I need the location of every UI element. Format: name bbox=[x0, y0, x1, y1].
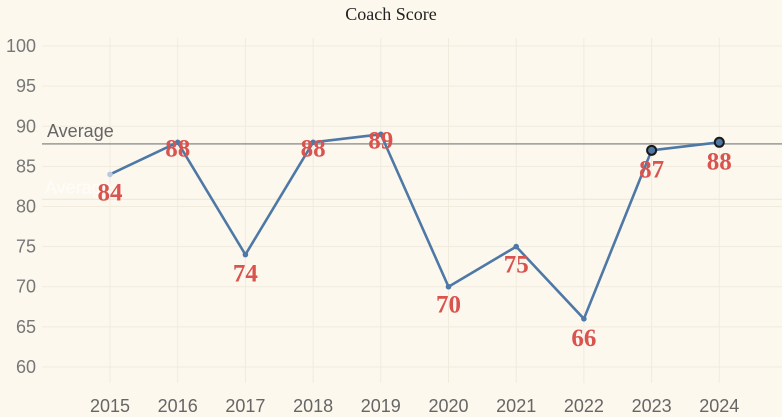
data-label: 89 bbox=[368, 127, 393, 154]
data-point bbox=[242, 251, 249, 258]
data-point bbox=[581, 316, 587, 322]
data-label: 75 bbox=[504, 252, 529, 279]
series-line bbox=[109, 132, 720, 321]
data-label: 84 bbox=[98, 179, 124, 206]
x-tick-label: 2016 bbox=[158, 396, 198, 416]
data-point-highlighted bbox=[646, 144, 658, 156]
data-label: 74 bbox=[233, 261, 259, 288]
x-tick-label: 2023 bbox=[632, 396, 672, 416]
x-tick-label: 2018 bbox=[293, 396, 333, 416]
y-tick-label: 65 bbox=[16, 317, 36, 337]
y-tick-label: 95 bbox=[16, 76, 36, 96]
data-point bbox=[445, 283, 452, 290]
y-tick-label: 85 bbox=[16, 156, 36, 176]
data-point-highlighted bbox=[713, 136, 725, 148]
data-point bbox=[107, 171, 113, 178]
x-tick-label: 2015 bbox=[90, 396, 130, 416]
x-tick-label: 2022 bbox=[564, 396, 604, 416]
data-point bbox=[513, 243, 519, 250]
y-tick-label: 100 bbox=[6, 36, 36, 56]
y-tick-label: 80 bbox=[16, 196, 36, 216]
data-label: 87 bbox=[639, 156, 664, 183]
x-tick-label: 2024 bbox=[699, 396, 739, 416]
data-point bbox=[378, 131, 384, 138]
x-tick-label: 2017 bbox=[225, 396, 265, 416]
data-label: 88 bbox=[707, 148, 732, 175]
chart-title: Coach Score bbox=[345, 4, 437, 24]
y-tick-label: 90 bbox=[16, 116, 36, 136]
data-label: 70 bbox=[436, 292, 461, 319]
average-label-faint: Average bbox=[45, 177, 112, 197]
data-point bbox=[310, 139, 316, 146]
data-label: 66 bbox=[571, 325, 596, 352]
y-tick-label: 75 bbox=[16, 237, 36, 257]
y-tick-label: 70 bbox=[16, 277, 36, 297]
average-label: Average bbox=[47, 121, 114, 141]
data-label: 88 bbox=[165, 135, 190, 162]
x-tick-label: 2019 bbox=[361, 396, 401, 416]
x-tick-label: 2021 bbox=[496, 396, 536, 416]
y-tick-label: 60 bbox=[16, 357, 36, 377]
data-label: 88 bbox=[301, 135, 326, 162]
x-tick-label: 2020 bbox=[428, 396, 468, 416]
data-point bbox=[174, 139, 181, 146]
